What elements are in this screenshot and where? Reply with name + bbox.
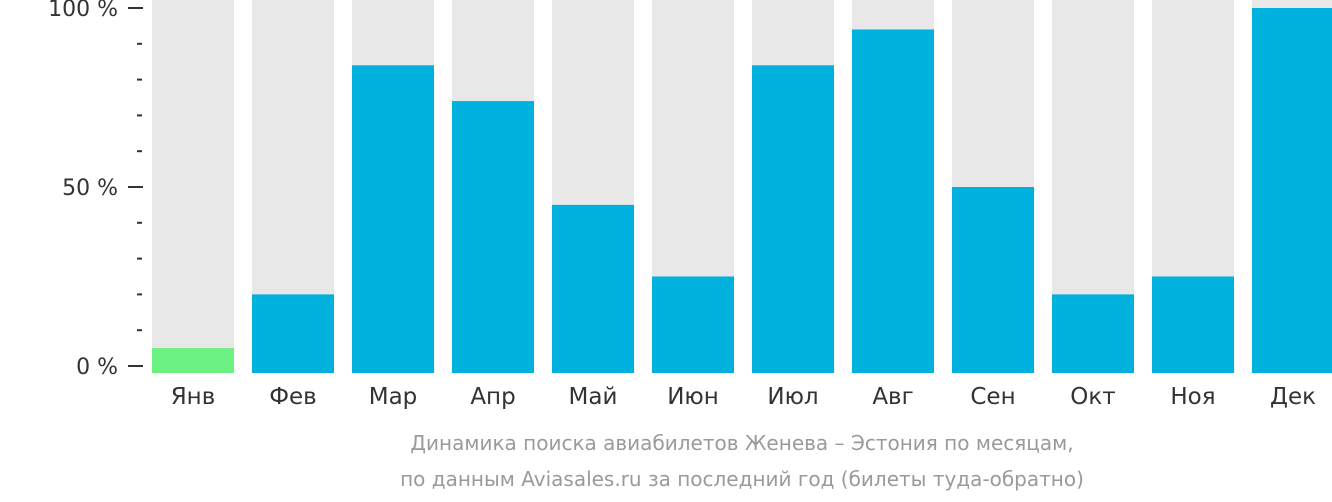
bar: [252, 294, 334, 373]
bar: [1252, 8, 1332, 373]
x-tick-label: Мар: [369, 384, 418, 410]
x-tick-label: Окт: [1070, 384, 1115, 410]
bar: [1052, 294, 1134, 373]
bar: [652, 276, 734, 373]
bar: [852, 29, 934, 373]
chart-caption-line-1: Динамика поиска авиабилетов Женева – Эст…: [410, 431, 1074, 455]
bar: [452, 101, 534, 373]
bar-background: [152, 0, 234, 373]
x-tick-label: Июн: [667, 384, 719, 410]
y-tick-label: 50 %: [62, 176, 118, 201]
bar: [552, 204, 634, 373]
x-tick-label: Ноя: [1170, 384, 1215, 410]
x-axis-labels: Янв Фев Мар Апр Май Июн Июл Авг Сен Окт Ноя Дек: [171, 384, 1316, 410]
x-tick-label: Май: [569, 384, 618, 410]
bar: [752, 65, 834, 373]
chart-caption-line-2: по данным Aviasales.ru за последний год …: [400, 467, 1084, 491]
x-tick-label: Янв: [171, 384, 216, 410]
bar: [352, 65, 434, 373]
bar: [152, 348, 234, 373]
x-tick-label: Авг: [872, 384, 913, 410]
y-tick-label: 100 %: [48, 0, 118, 22]
x-tick-label: Фев: [269, 384, 317, 410]
bar: [1152, 276, 1234, 373]
y-tick-label: 0 %: [76, 355, 118, 380]
y-axis: 0 % 50 % 100 %: [48, 0, 143, 380]
x-tick-label: Июл: [767, 384, 818, 410]
x-tick-label: Сен: [970, 384, 1015, 410]
bar: [952, 187, 1034, 373]
x-tick-label: Дек: [1270, 384, 1316, 410]
bar-chart: 0 % 50 % 100 % Янв Фев Мар Апр Май Июн Июл Авг Сен…: [48, 0, 1332, 410]
bars: [152, 0, 1332, 373]
x-tick-label: Апр: [470, 384, 515, 410]
